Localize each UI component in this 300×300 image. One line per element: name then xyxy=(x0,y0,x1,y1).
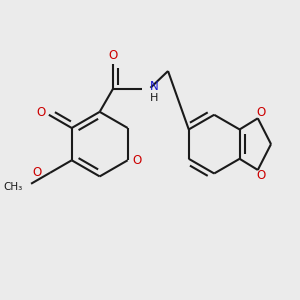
Text: O: O xyxy=(132,154,142,167)
Text: O: O xyxy=(108,49,118,62)
Text: N: N xyxy=(150,80,158,93)
Text: CH₃: CH₃ xyxy=(4,182,23,192)
Text: O: O xyxy=(257,169,266,182)
Text: H: H xyxy=(150,93,158,103)
Text: O: O xyxy=(32,166,41,179)
Text: O: O xyxy=(36,106,45,119)
Text: O: O xyxy=(257,106,266,119)
